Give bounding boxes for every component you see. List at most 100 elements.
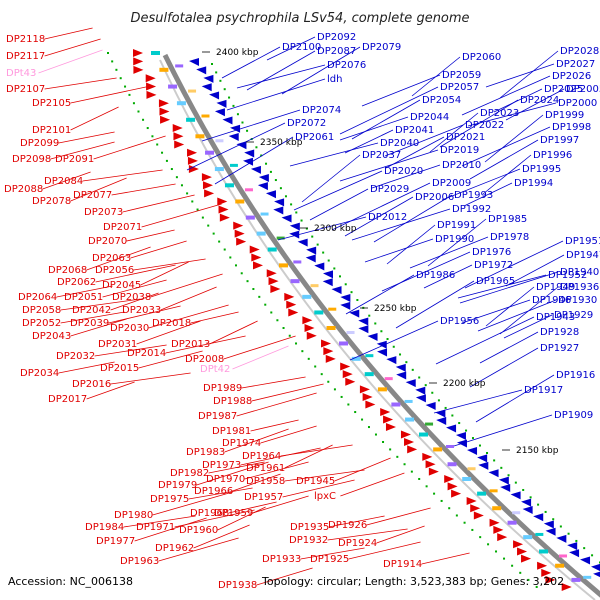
tick-dot: [212, 232, 215, 235]
left-leader-line: [150, 273, 223, 298]
gene-label-left: DPt42: [200, 364, 230, 375]
left-leader-line: [334, 457, 391, 482]
right-leader-line: [433, 389, 523, 414]
gene-label-left: DP1980: [114, 510, 153, 521]
tick-dot: [544, 510, 547, 513]
gene-features: [133, 49, 600, 591]
left-leader-line: [284, 444, 333, 469]
feature-box: [447, 462, 457, 467]
forward-gene-arrow: [473, 511, 484, 520]
gene-label-right: DP2092: [317, 32, 356, 43]
reverse-gene-arrow: [446, 424, 457, 433]
reverse-gene-arrow: [236, 141, 247, 150]
left-leader-line: [376, 525, 425, 544]
reverse-gene-arrow: [257, 182, 268, 191]
left-leader-line: [86, 246, 151, 271]
left-leader-line: [56, 285, 113, 298]
reverse-gene-arrow: [305, 254, 316, 263]
forward-gene-arrow: [233, 221, 244, 230]
gene-label-left: DP1971: [136, 522, 175, 533]
gene-label-left: DP2107: [6, 84, 45, 95]
reverse-gene-arrow: [593, 571, 600, 578]
tick-dot: [354, 411, 357, 414]
gene-label-right: DP1998: [552, 122, 591, 133]
left-leader-line: [328, 515, 385, 528]
tick-dot: [374, 433, 377, 436]
gene-label-right: DP2000: [558, 98, 597, 109]
forward-gene-arrow: [187, 148, 198, 157]
reverse-gene-arrow: [281, 214, 292, 223]
tick-dot: [132, 102, 135, 105]
forward-gene-arrow: [219, 213, 230, 222]
tick-dot: [514, 481, 517, 484]
gene-label-right: DP1946: [532, 295, 571, 306]
topology-text: Topology: circular; Length: 3,523,383 bp…: [261, 575, 564, 588]
right-leader-line: [461, 126, 551, 167]
left-leader-line: [158, 537, 239, 562]
forward-gene-arrow: [201, 173, 212, 182]
gene-label-right: DP2021: [446, 132, 485, 143]
gene-label-left: DP1933: [262, 554, 301, 565]
reverse-gene-arrow: [201, 83, 212, 92]
feature-box: [351, 356, 361, 361]
left-leader-line: [38, 49, 103, 74]
gene-label-right: DP2019: [440, 145, 479, 156]
tick-dot: [201, 216, 204, 219]
gene-label-right: DP2061: [295, 132, 334, 143]
gene-label-left: DP1945: [296, 476, 335, 487]
feature-box: [507, 520, 517, 525]
gene-label-right: DP2060: [462, 52, 501, 63]
gene-label-left: DP1935: [290, 522, 329, 533]
gene-label-left: DP1981: [212, 426, 251, 437]
tick-dot: [282, 327, 285, 330]
tick-dot: [215, 71, 218, 74]
reverse-gene-arrow: [244, 149, 255, 158]
reverse-gene-arrow: [340, 301, 351, 310]
forward-gene-arrow: [174, 140, 185, 149]
feature-box: [391, 402, 401, 407]
tick-dot: [327, 380, 330, 383]
gene-label-left: DP2052: [22, 318, 61, 329]
tick-dot: [295, 211, 298, 214]
gene-label-left: DP1938: [218, 580, 257, 591]
tick-dot: [575, 539, 578, 542]
tick-dot: [241, 121, 244, 124]
gene-label-right: DP1972: [474, 260, 513, 271]
tick-dot: [320, 373, 323, 376]
right-leader-line: [309, 188, 369, 221]
gene-label-right: DP1999: [545, 110, 584, 121]
left-leader-line: [165, 335, 246, 354]
reverse-gene-arrow: [567, 542, 578, 551]
gene-label-left: DP2014: [127, 348, 166, 359]
feature-box: [224, 183, 234, 188]
gene-label-left: DP2015: [100, 363, 139, 374]
left-leader-line: [94, 344, 167, 357]
gene-label-right: DP1951: [565, 236, 600, 247]
right-leader-line: [384, 124, 464, 157]
tick-dot: [307, 357, 310, 360]
tick-dot: [368, 314, 371, 317]
gene-label-right: DP1949: [536, 282, 575, 293]
forward-gene-arrow: [380, 408, 391, 417]
tick-dot: [196, 208, 199, 211]
kbp-label: 2350 kbp: [260, 138, 303, 148]
right-leader-line: [289, 142, 379, 167]
gene-label-right: DP2028: [560, 46, 599, 57]
left-leader-line: [209, 320, 258, 345]
gene-label-right: DP2076: [327, 60, 366, 71]
tick-dot: [486, 451, 489, 454]
gene-label-left: DP1966: [194, 486, 233, 497]
tick-dot: [186, 192, 189, 195]
tick-dot: [228, 96, 231, 99]
left-leader-line: [196, 461, 269, 486]
tick-dot: [340, 395, 343, 398]
forward-gene-arrow: [202, 181, 213, 190]
reverse-gene-arrow: [209, 91, 220, 100]
gene-label-right: DP1997: [540, 135, 579, 146]
forward-gene-arrow: [173, 132, 184, 141]
tick-dot: [399, 353, 402, 356]
reverse-gene-arrow: [214, 108, 225, 117]
left-leader-line: [244, 461, 309, 480]
forward-gene-arrow: [466, 496, 477, 505]
feature-box: [489, 489, 498, 493]
